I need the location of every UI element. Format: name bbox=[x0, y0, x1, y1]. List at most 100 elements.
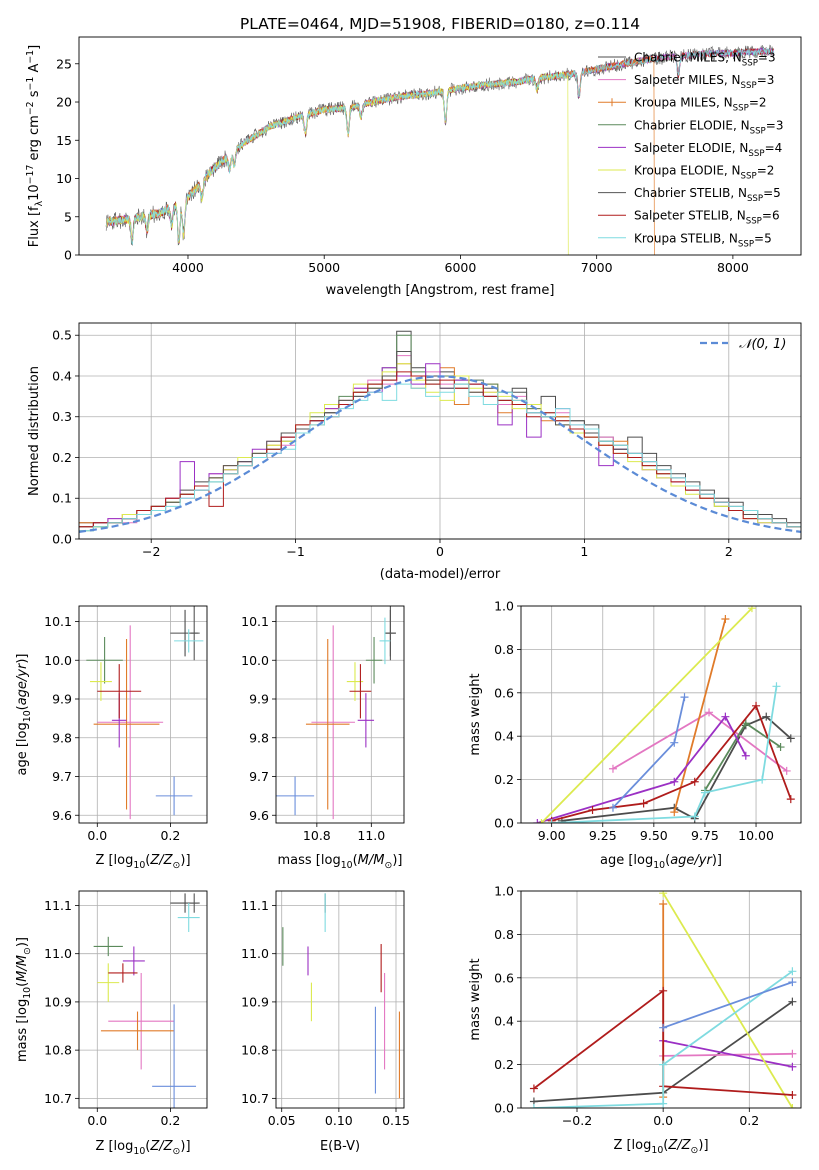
weight-marker bbox=[788, 967, 797, 976]
y-tick-label: 9.8 bbox=[52, 730, 72, 745]
x-tick-label: 4000 bbox=[172, 260, 204, 275]
weight-marker bbox=[721, 615, 730, 624]
legend-label: Salpeter STELIB, NSSP=6 bbox=[634, 209, 780, 227]
y-axis-label: age [log10(age/yr)] bbox=[15, 653, 33, 775]
legend-label: Chabrier MILES, NSSP=3 bbox=[634, 51, 776, 69]
x-axis-label: Z [log10(Z/Z⊙)] bbox=[95, 1139, 190, 1157]
y-tick-label: 20 bbox=[56, 95, 72, 110]
weight-marker bbox=[690, 812, 699, 821]
plot-area bbox=[533, 606, 795, 823]
chart-age_vs_mass: 10.8 11.0 9.6 9.7 9.8 9.9 10.0 10.1 mass [log10(… bbox=[241, 605, 405, 871]
weight-line bbox=[662, 892, 794, 1108]
weight-marker bbox=[741, 719, 750, 728]
y-tick-label: 0.4 bbox=[494, 729, 514, 744]
weight-marker bbox=[788, 1062, 797, 1071]
y-tick-label: 10.9 bbox=[241, 994, 269, 1009]
weight-marker bbox=[782, 766, 791, 775]
y-tick-label: 10.0 bbox=[44, 653, 72, 668]
weight-marker bbox=[788, 978, 797, 987]
legend-label: Salpeter MILES, NSSP=3 bbox=[634, 73, 774, 91]
spectrum-line bbox=[105, 55, 655, 255]
y-tick-label: 10 bbox=[56, 171, 72, 186]
axes-frame bbox=[520, 605, 802, 824]
chart-weight_vs_Z: −0.2 0.0 0.2 0.0 0.2 0.4 0.6 0.8 1.0 Z [log10(Z/Z… bbox=[468, 884, 802, 1156]
x-axis-label: Z [log10(Z/Z⊙)] bbox=[95, 853, 190, 871]
histogram-series bbox=[79, 383, 801, 539]
x-tick-label: 7000 bbox=[581, 260, 613, 275]
histogram-series bbox=[79, 371, 801, 539]
y-axis-label: Flux [fλ10−17 erg cm−2 s−1 A−1] bbox=[25, 45, 45, 247]
legend-label: Kroupa STELIB, NSSP=5 bbox=[634, 231, 772, 249]
y-tick-label: 0.2 bbox=[494, 1057, 514, 1072]
weight-marker bbox=[788, 1090, 797, 1099]
x-tick-label: 5000 bbox=[308, 260, 340, 275]
x-tick-label: 10.00 bbox=[738, 828, 774, 843]
weight-line bbox=[612, 711, 788, 772]
y-tick-label: 10.1 bbox=[241, 614, 269, 629]
y-tick-label: 0.8 bbox=[494, 642, 514, 657]
weight-marker bbox=[608, 764, 617, 773]
legend-label: Chabrier STELIB, NSSP=5 bbox=[634, 186, 781, 204]
y-tick-label: 0.6 bbox=[494, 685, 514, 700]
spectrum-line bbox=[105, 71, 569, 255]
y-tick-label: 1.0 bbox=[494, 599, 514, 614]
weight-marker bbox=[705, 708, 714, 717]
weight-marker bbox=[758, 775, 767, 784]
weight-marker bbox=[772, 682, 781, 691]
weight-marker bbox=[659, 900, 668, 909]
weight-marker bbox=[741, 751, 750, 760]
weight-marker bbox=[762, 712, 771, 721]
plot-area bbox=[93, 893, 200, 1108]
y-tick-label: 0.4 bbox=[52, 368, 72, 383]
y-tick-label: 9.6 bbox=[249, 808, 269, 823]
x-axis-label: E(B-V) bbox=[320, 1139, 360, 1154]
weight-marker bbox=[670, 738, 679, 747]
axes-frame bbox=[78, 605, 208, 824]
x-tick-label: 0.15 bbox=[382, 1113, 410, 1128]
plot-area bbox=[79, 330, 801, 539]
x-tick-label: 9.75 bbox=[691, 828, 719, 843]
y-tick-label: 11.0 bbox=[241, 946, 269, 961]
axes-frame bbox=[520, 890, 802, 1109]
y-tick-label: 10.7 bbox=[241, 1091, 269, 1106]
weight-marker bbox=[788, 1104, 797, 1108]
weight-line bbox=[533, 988, 793, 1096]
plot-area bbox=[105, 44, 775, 255]
weight-marker bbox=[659, 1023, 668, 1032]
weight-line bbox=[533, 970, 793, 1108]
weight-line bbox=[537, 715, 747, 823]
weight-marker bbox=[721, 712, 730, 721]
weight-marker bbox=[659, 1060, 668, 1069]
y-axis-label: mass [log10(M/M⊙)] bbox=[15, 937, 33, 1062]
plot-area bbox=[282, 893, 400, 1099]
x-tick-label: 0.0 bbox=[87, 828, 107, 843]
y-tick-label: 5 bbox=[64, 209, 72, 224]
weight-marker bbox=[659, 891, 668, 898]
weight-marker bbox=[680, 693, 689, 702]
y-tick-label: 10.8 bbox=[44, 1043, 72, 1058]
x-axis-label: Z [log10(Z/Z⊙)] bbox=[613, 1138, 708, 1156]
plot-area bbox=[529, 891, 797, 1108]
x-tick-label: 9.25 bbox=[589, 828, 617, 843]
x-tick-label: 0.2 bbox=[739, 1113, 759, 1128]
weight-marker bbox=[690, 777, 699, 786]
y-tick-label: 11.1 bbox=[44, 898, 72, 913]
x-tick-label: −0.2 bbox=[562, 1113, 592, 1128]
axes-frame bbox=[78, 36, 802, 256]
y-tick-label: 1.0 bbox=[494, 884, 514, 899]
weight-line bbox=[673, 618, 727, 813]
weight-marker bbox=[776, 743, 785, 752]
axes-frame bbox=[78, 890, 208, 1109]
weight-marker bbox=[788, 997, 797, 1006]
weight-marker bbox=[588, 805, 597, 814]
legend-label: Kroupa ELODIE, NSSP=2 bbox=[634, 164, 774, 182]
weight-marker bbox=[752, 701, 761, 710]
y-tick-label: 0 bbox=[64, 248, 72, 263]
chart-residual_hist: −2 −1 0 1 2 0.0 0.1 0.2 0.3 0.4 0.5 𝒩(0, 1) (data-mo… bbox=[27, 322, 802, 582]
y-tick-label: 11.0 bbox=[44, 946, 72, 961]
y-tick-label: 9.6 bbox=[52, 808, 72, 823]
weight-line bbox=[551, 704, 792, 822]
x-tick-label: 1 bbox=[580, 544, 588, 559]
y-tick-label: 0.0 bbox=[494, 816, 514, 831]
